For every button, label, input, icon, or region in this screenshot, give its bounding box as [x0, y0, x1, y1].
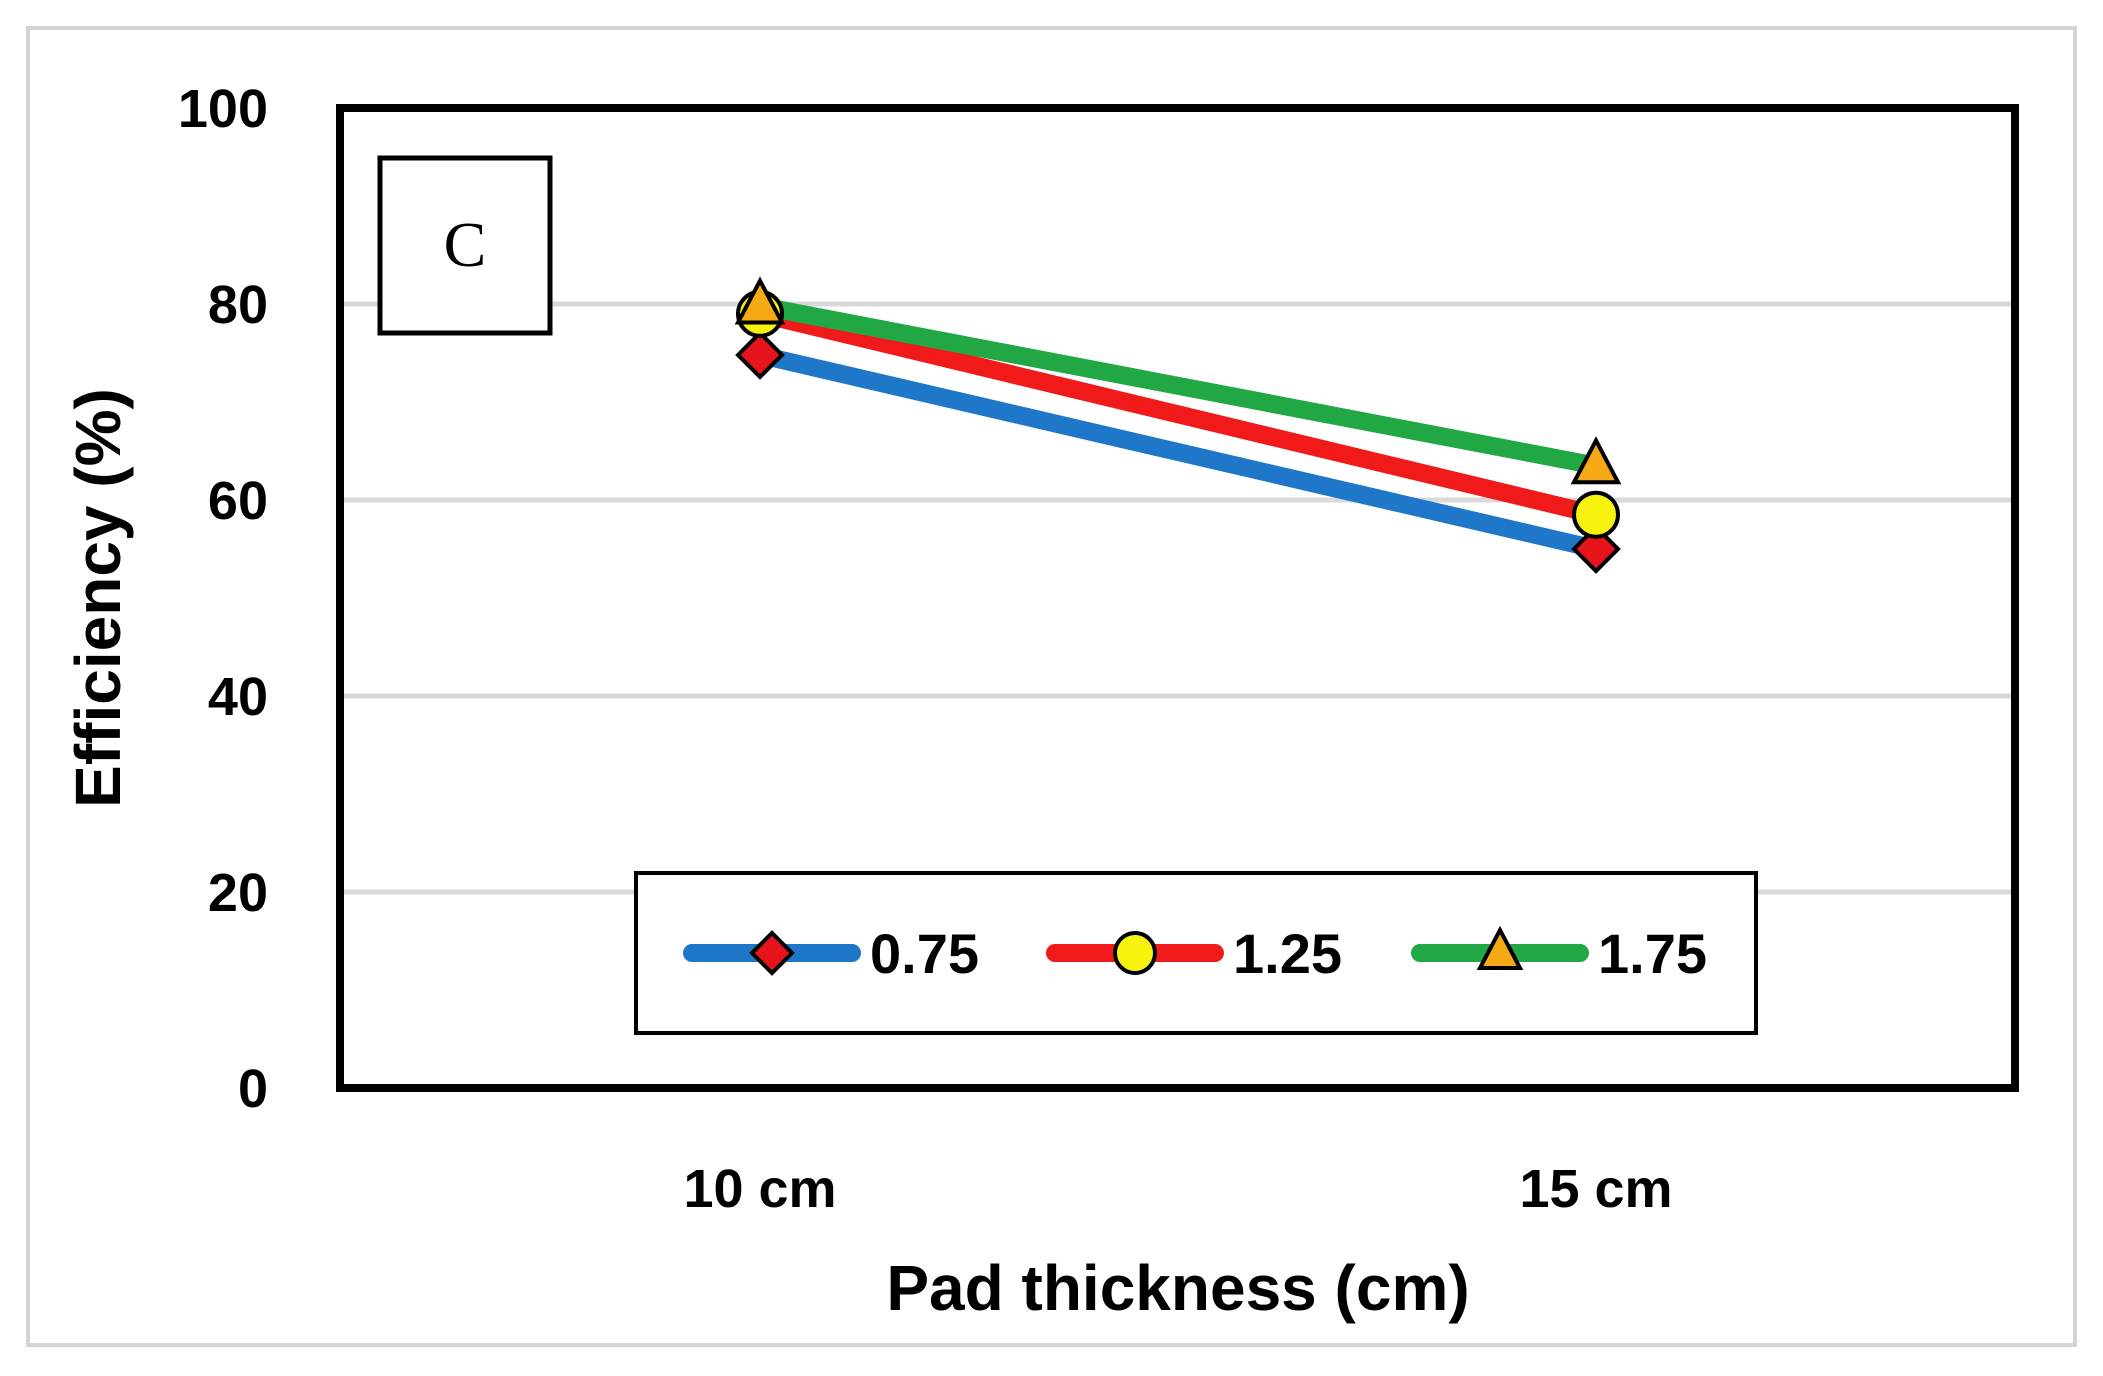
y-tick-label: 100 [178, 79, 268, 139]
x-axis-title: Pad thickness (cm) [886, 1252, 1469, 1324]
y-tick-label: 20 [208, 863, 268, 923]
data-point-marker [735, 330, 785, 380]
legend-label: 1.25 [1233, 922, 1342, 985]
series-line-0 [751, 345, 1605, 558]
y-axis-title: Efficiency (%) [62, 388, 134, 808]
data-point-marker [1570, 436, 1622, 485]
legend-marker [1476, 925, 1524, 970]
x-tick-labels: 10 cm 15 cm [683, 1159, 1672, 1219]
chart-outer-frame [26, 26, 2077, 1347]
data-point-marker [734, 276, 786, 325]
y-tick-label: 80 [208, 275, 268, 335]
x-tick-label: 15 cm [1519, 1159, 1672, 1219]
data-point-marker [1571, 524, 1621, 574]
data-point-marker [1572, 490, 1620, 539]
x-tick-label: 10 cm [683, 1159, 836, 1219]
legend-marker [749, 930, 795, 976]
legend-label: 1.75 [1598, 922, 1707, 985]
legend-marker [1113, 931, 1157, 975]
series-line-1 [751, 304, 1605, 524]
legend: 0.75 1.25 1.75 [634, 871, 1758, 1035]
legend-label: 0.75 [870, 922, 979, 985]
y-tick-label: 0 [238, 1059, 268, 1119]
series-lines [751, 296, 1605, 558]
series-markers [734, 276, 1622, 574]
y-tick-label: 40 [208, 667, 268, 727]
y-tick-labels: 0 20 40 60 80 100 [178, 79, 268, 1119]
series-line-2 [751, 296, 1605, 475]
panel-label: C [444, 209, 487, 280]
panel-label-box: C [377, 155, 553, 336]
plot-area-border [336, 104, 2019, 1092]
y-tick-label: 60 [208, 471, 268, 531]
